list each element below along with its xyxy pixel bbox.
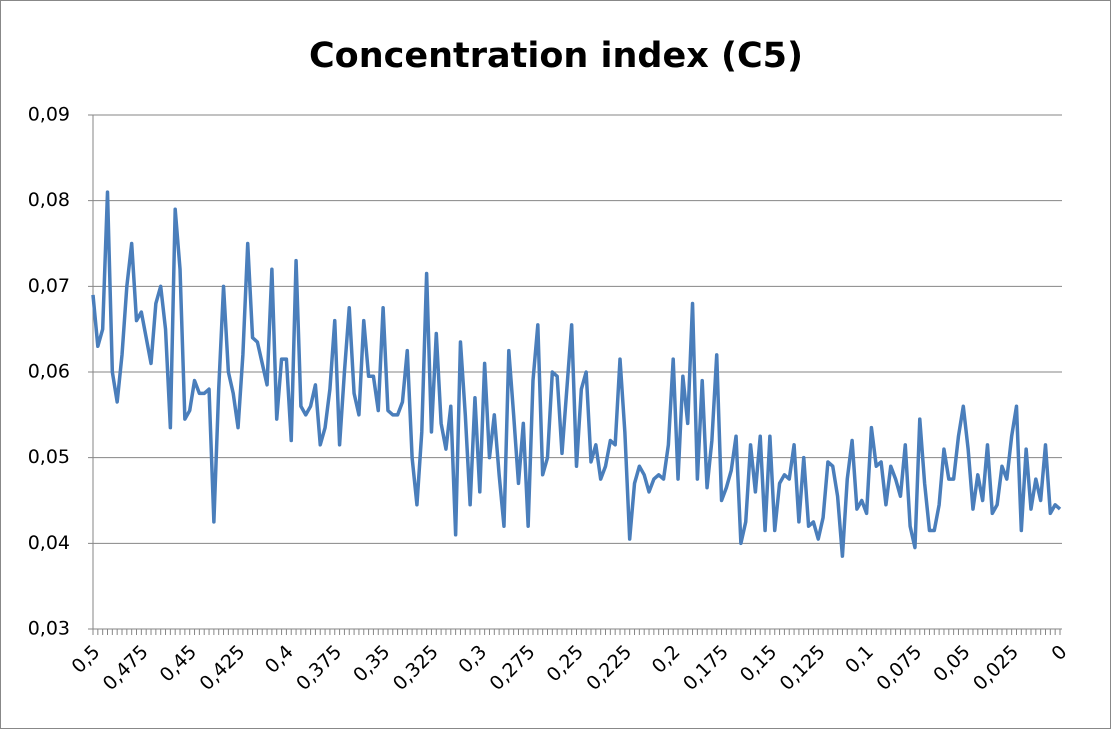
chart-title: Concentration index (C5) [309, 36, 803, 76]
y-tick-label: 0,09 [28, 104, 70, 126]
data-line [91, 190, 1062, 558]
y-tick-label: 0,04 [28, 532, 70, 554]
y-tick-label: 0,07 [28, 275, 70, 297]
y-tick-label: 0,03 [28, 618, 70, 640]
y-tick-label: 0,05 [28, 446, 70, 468]
y-tick-label: 0,08 [28, 189, 70, 211]
y-tick-label: 0,06 [28, 361, 70, 383]
